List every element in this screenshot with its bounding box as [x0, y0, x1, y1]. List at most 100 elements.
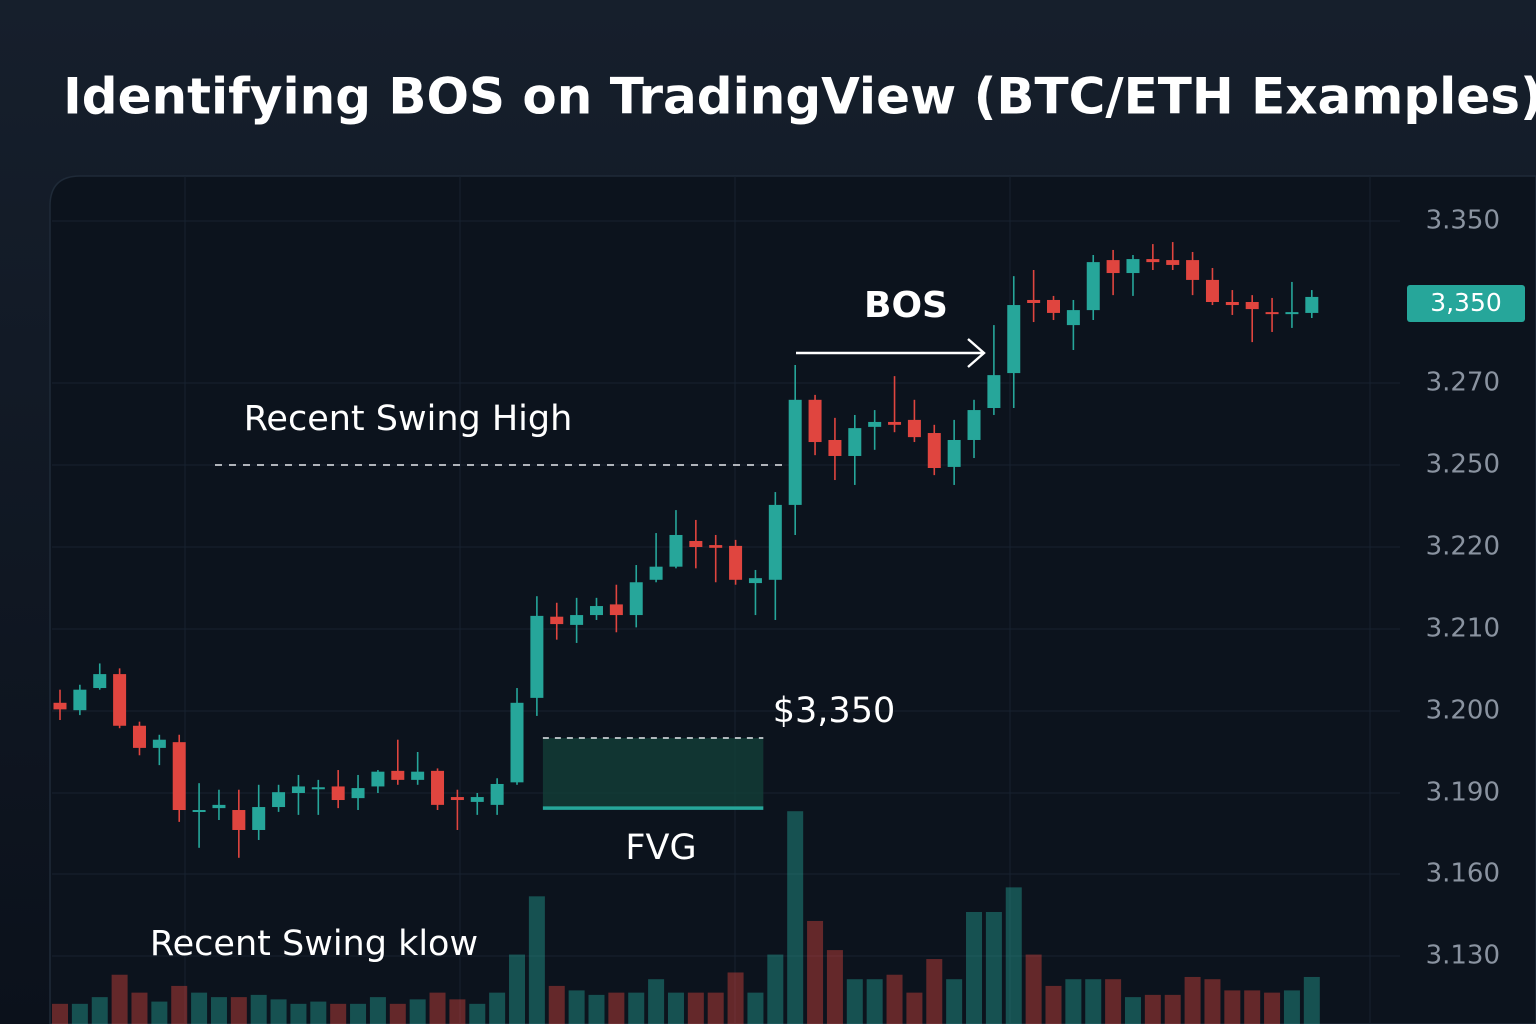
candle-body: [351, 788, 365, 799]
volume-bar: [1264, 992, 1281, 1024]
volume-bar: [489, 992, 506, 1024]
y-tick-label: 3.220: [1426, 532, 1500, 562]
volume-bar: [449, 999, 466, 1024]
candle-body: [450, 797, 464, 801]
volume-bar: [747, 992, 764, 1024]
candle-body: [411, 771, 425, 780]
candle-body: [93, 674, 107, 689]
volume-bar: [568, 990, 585, 1024]
candle-body: [709, 545, 723, 548]
candle-body: [868, 421, 882, 427]
volume-bar: [767, 954, 784, 1024]
candle-body: [73, 689, 87, 711]
volume-bar: [1005, 887, 1022, 1024]
candle-body: [689, 540, 703, 547]
volume-bar: [727, 972, 744, 1024]
volume-bar: [1124, 997, 1141, 1024]
volume-bar: [528, 896, 545, 1024]
volume-bar: [906, 992, 923, 1024]
candle-body: [748, 578, 762, 584]
volume-bar: [1184, 976, 1201, 1024]
candle-body: [927, 433, 941, 469]
volume-bar: [985, 912, 1002, 1024]
volume-bar: [1025, 954, 1042, 1024]
volume-bar: [1144, 994, 1161, 1024]
volume-bar: [1283, 990, 1300, 1024]
candle-body: [629, 582, 643, 616]
candle-body: [152, 739, 166, 748]
swing-low-label: Recent Swing klow: [150, 924, 478, 964]
candle-body: [311, 787, 325, 790]
candle-body: [113, 674, 127, 726]
volume-bar: [389, 1003, 406, 1024]
candle-body: [1305, 296, 1319, 313]
candle-body: [768, 504, 782, 580]
volume-bar: [111, 974, 128, 1024]
volume-bar: [1085, 979, 1102, 1024]
candle-body: [1166, 260, 1180, 265]
volume-bar: [1224, 990, 1241, 1024]
y-tick-label: 3.350: [1426, 206, 1500, 236]
y-tick-label: 3.250: [1426, 450, 1500, 480]
volume-bar: [608, 992, 625, 1024]
candle-body: [291, 786, 305, 793]
volume-bar: [469, 1003, 486, 1024]
candle-body: [132, 725, 146, 748]
volume-bar: [648, 979, 665, 1024]
candle-body: [331, 786, 345, 801]
candle-body: [1007, 305, 1021, 374]
volume-bar: [369, 997, 386, 1024]
volume-bar: [131, 992, 148, 1024]
volume-bar: [926, 959, 943, 1024]
volume-bar: [290, 1003, 307, 1024]
candle-body: [431, 770, 445, 805]
volume-bar: [826, 950, 843, 1024]
candle-body: [53, 702, 67, 710]
volume-bar: [71, 1003, 88, 1024]
volume-bar: [191, 992, 208, 1024]
volume-bar: [787, 811, 804, 1024]
chart-title: Identifying BOS on TradingView (BTC/ETH …: [63, 68, 1536, 126]
volume-bar: [350, 1003, 367, 1024]
swing-high-label: Recent Swing High: [244, 399, 573, 439]
volume-bar: [548, 985, 565, 1024]
candle-body: [232, 810, 246, 830]
candle-body: [1186, 260, 1200, 280]
volume-bar: [846, 979, 863, 1024]
candle-body: [1106, 260, 1120, 274]
volume-bar: [1045, 985, 1062, 1024]
candle-body: [391, 770, 405, 780]
candle-body: [987, 375, 1001, 409]
volume-bar: [1065, 979, 1082, 1024]
price-badge: [1407, 285, 1525, 322]
bos-label: BOS: [864, 285, 948, 326]
volume-bar: [1105, 979, 1122, 1024]
volume-bar: [151, 1001, 168, 1024]
candle-body: [669, 534, 683, 567]
candle-body: [888, 421, 902, 425]
candles: [53, 242, 1319, 858]
candle-body: [609, 604, 623, 616]
candle-body: [589, 606, 603, 616]
candle-body: [828, 439, 842, 456]
candle-body: [371, 771, 385, 787]
bos-arrow: [796, 338, 986, 368]
candle-body: [1225, 302, 1239, 306]
y-tick-label: 3.190: [1426, 778, 1500, 808]
y-tick-label: 3.210: [1426, 614, 1500, 644]
candle-body: [729, 545, 743, 580]
candle-body: [550, 616, 564, 625]
candle-body: [788, 399, 802, 505]
volume-bar: [270, 999, 287, 1024]
volume-bar: [310, 1001, 327, 1024]
volume-bar: [886, 974, 903, 1024]
chart-panel: [49, 175, 1536, 1024]
volume-layer: [52, 811, 1320, 1024]
volume-bar: [807, 920, 824, 1024]
y-tick-label: 3.270: [1426, 368, 1500, 398]
candle-body: [530, 615, 544, 698]
volume-bar: [1204, 979, 1221, 1024]
fvg-label: FVG: [625, 828, 696, 868]
